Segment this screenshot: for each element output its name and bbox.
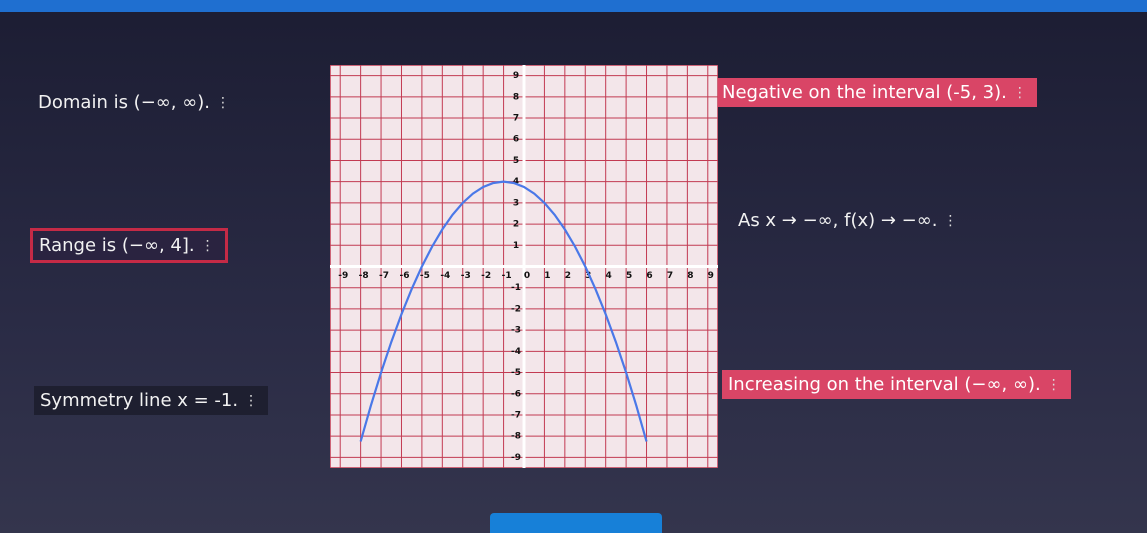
y-tick-label: 9 <box>513 71 519 81</box>
x-tick-label: -3 <box>461 271 471 281</box>
statement-card[interactable]: Symmetry line x = -1. ⋮ <box>34 386 269 415</box>
y-tick-label: 3 <box>513 198 519 208</box>
graph: -9 -8 -7 -6 -5 -4 -3 -2 -1 0 1 2 3 4 5 6 7 8 9-9-8-7-6-5-4… <box>330 65 718 468</box>
drag-handle[interactable]: ⋮ <box>215 94 230 111</box>
statement: Symmetry line x = -1. <box>40 390 239 411</box>
y-tick-label: -5 <box>511 368 521 378</box>
x-tick-label: 0 <box>524 271 530 281</box>
x-tick-label: 5 <box>626 271 632 281</box>
y-tick-label: 7 <box>513 114 519 124</box>
x-tick-label: -1 <box>502 271 512 281</box>
statement-card[interactable]: Negative on the interval (-5, 3). ⋮ <box>716 78 1037 107</box>
x-tick-label: -2 <box>481 271 491 281</box>
x-tick-label: -7 <box>379 271 389 281</box>
x-tick-label: 7 <box>667 271 673 281</box>
drag-handle[interactable]: ⋮ <box>200 237 215 254</box>
drag-handle[interactable]: ⋮ <box>1012 84 1027 101</box>
x-tick-label: 8 <box>687 271 693 281</box>
y-tick-label: -2 <box>511 304 521 314</box>
top-bar <box>0 0 1147 12</box>
y-tick-label: 4 <box>513 177 519 187</box>
x-tick-label: 2 <box>565 271 571 281</box>
y-tick-label: 1 <box>513 241 519 251</box>
y-tick-label: 2 <box>513 220 519 230</box>
y-tick-label: -7 <box>511 410 521 420</box>
y-tick-label: -3 <box>511 326 521 336</box>
x-tick-label: 6 <box>646 271 652 281</box>
x-tick-label: -6 <box>399 271 409 281</box>
parabola <box>359 180 648 442</box>
y-tick-label: -4 <box>511 347 521 357</box>
statement: Negative on the interval (-5, 3). <box>722 82 1007 103</box>
statement: Domain is (−∞, ∞). <box>38 92 210 113</box>
statement: Increasing on the interval (−∞, ∞). <box>728 374 1041 395</box>
x-tick-label: 1 <box>544 271 550 281</box>
x-tick-label: -8 <box>359 271 369 281</box>
statement-card[interactable]: Increasing on the interval (−∞, ∞). ⋮ <box>722 370 1071 399</box>
drag-handle[interactable]: ⋮ <box>943 212 958 229</box>
x-tick-label: -4 <box>440 271 450 281</box>
submit-button[interactable] <box>490 513 662 533</box>
drag-handle[interactable]: ⋮ <box>1046 376 1061 393</box>
y-tick-label: -9 <box>511 453 521 463</box>
x-tick-label: -9 <box>338 271 348 281</box>
drag-handle[interactable]: ⋮ <box>244 392 259 409</box>
x-tick-label: 4 <box>606 271 612 281</box>
statement: As x → −∞, f(x) → −∞. <box>738 210 938 231</box>
x-tick-label: -5 <box>420 271 430 281</box>
x-tick-label: 9 <box>708 271 714 281</box>
statement: Range is (−∞, 4]. <box>39 235 195 256</box>
y-tick-label: 8 <box>513 92 519 102</box>
y-tick-label: -8 <box>511 432 521 442</box>
y-tick-label: -1 <box>511 283 521 293</box>
y-tick-label: 5 <box>513 156 519 166</box>
y-tick-label: 6 <box>513 135 519 145</box>
y-tick-label: -6 <box>511 389 521 399</box>
statement-card[interactable]: Domain is (−∞, ∞). ⋮ <box>32 88 240 117</box>
statement-card[interactable]: As x → −∞, f(x) → −∞. ⋮ <box>732 206 967 235</box>
statement-card[interactable]: Range is (−∞, 4]. ⋮ <box>30 228 228 263</box>
x-tick-label: 3 <box>585 271 591 281</box>
